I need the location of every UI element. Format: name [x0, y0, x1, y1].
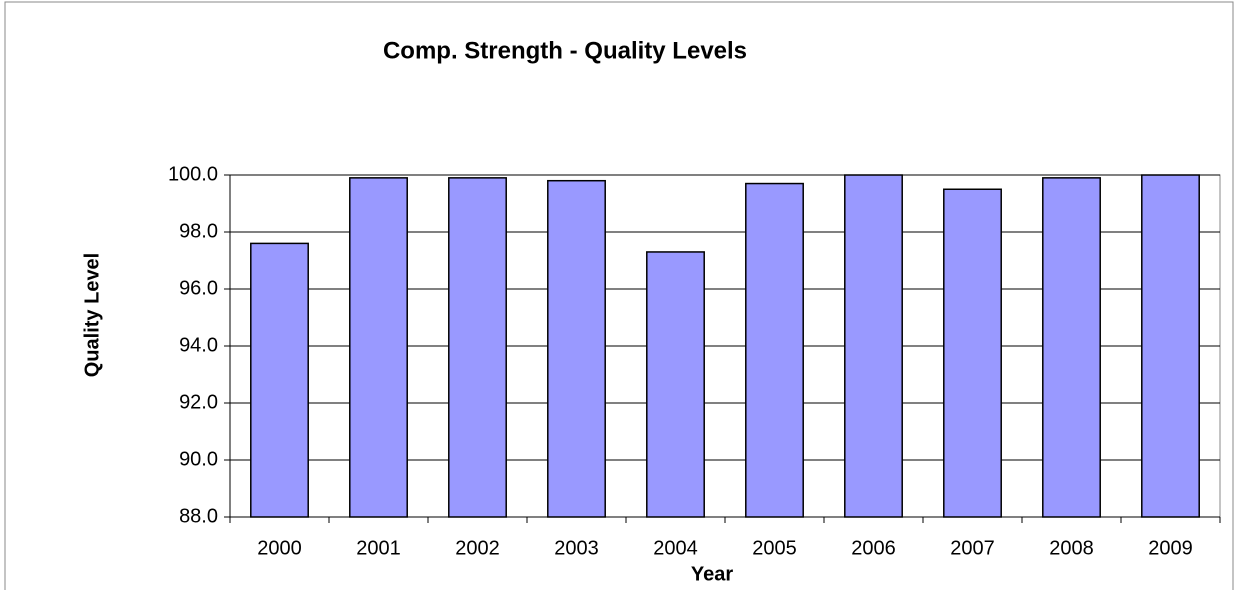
x-tick-label: 2006 [851, 537, 896, 559]
bar [448, 177, 507, 518]
x-tick-label: 2001 [356, 537, 401, 559]
x-tick-label: 2004 [653, 537, 698, 559]
bar [745, 182, 804, 518]
bar [250, 242, 309, 518]
bar [547, 179, 606, 518]
bar [646, 251, 705, 518]
y-tick-label: 96.0 [179, 277, 218, 299]
y-tick-label: 98.0 [179, 220, 218, 242]
bar [349, 177, 408, 518]
bar [943, 188, 1002, 518]
x-axis-label: Year [691, 563, 733, 585]
x-tick-label: 2007 [950, 537, 995, 559]
bar [1042, 177, 1101, 518]
y-tick-label: 100.0 [168, 163, 218, 185]
y-tick-label: 88.0 [179, 505, 218, 527]
x-tick-label: 2008 [1049, 537, 1094, 559]
x-tick-label: 2003 [554, 537, 599, 559]
y-axis-label: Quality Level [81, 253, 103, 378]
y-tick-label: 92.0 [179, 391, 218, 413]
y-tick-label: 90.0 [179, 448, 218, 470]
y-tick-label: 94.0 [179, 334, 218, 356]
x-tick-label: 2002 [455, 537, 500, 559]
chart-title: Comp. Strength - Quality Levels [383, 37, 747, 64]
bar [1141, 174, 1200, 518]
chart-frame [4, 1, 1234, 590]
x-tick-label: 2005 [752, 537, 797, 559]
x-tick-label: 2009 [1148, 537, 1193, 559]
x-tick-label: 2000 [257, 537, 302, 559]
bar [844, 174, 903, 518]
